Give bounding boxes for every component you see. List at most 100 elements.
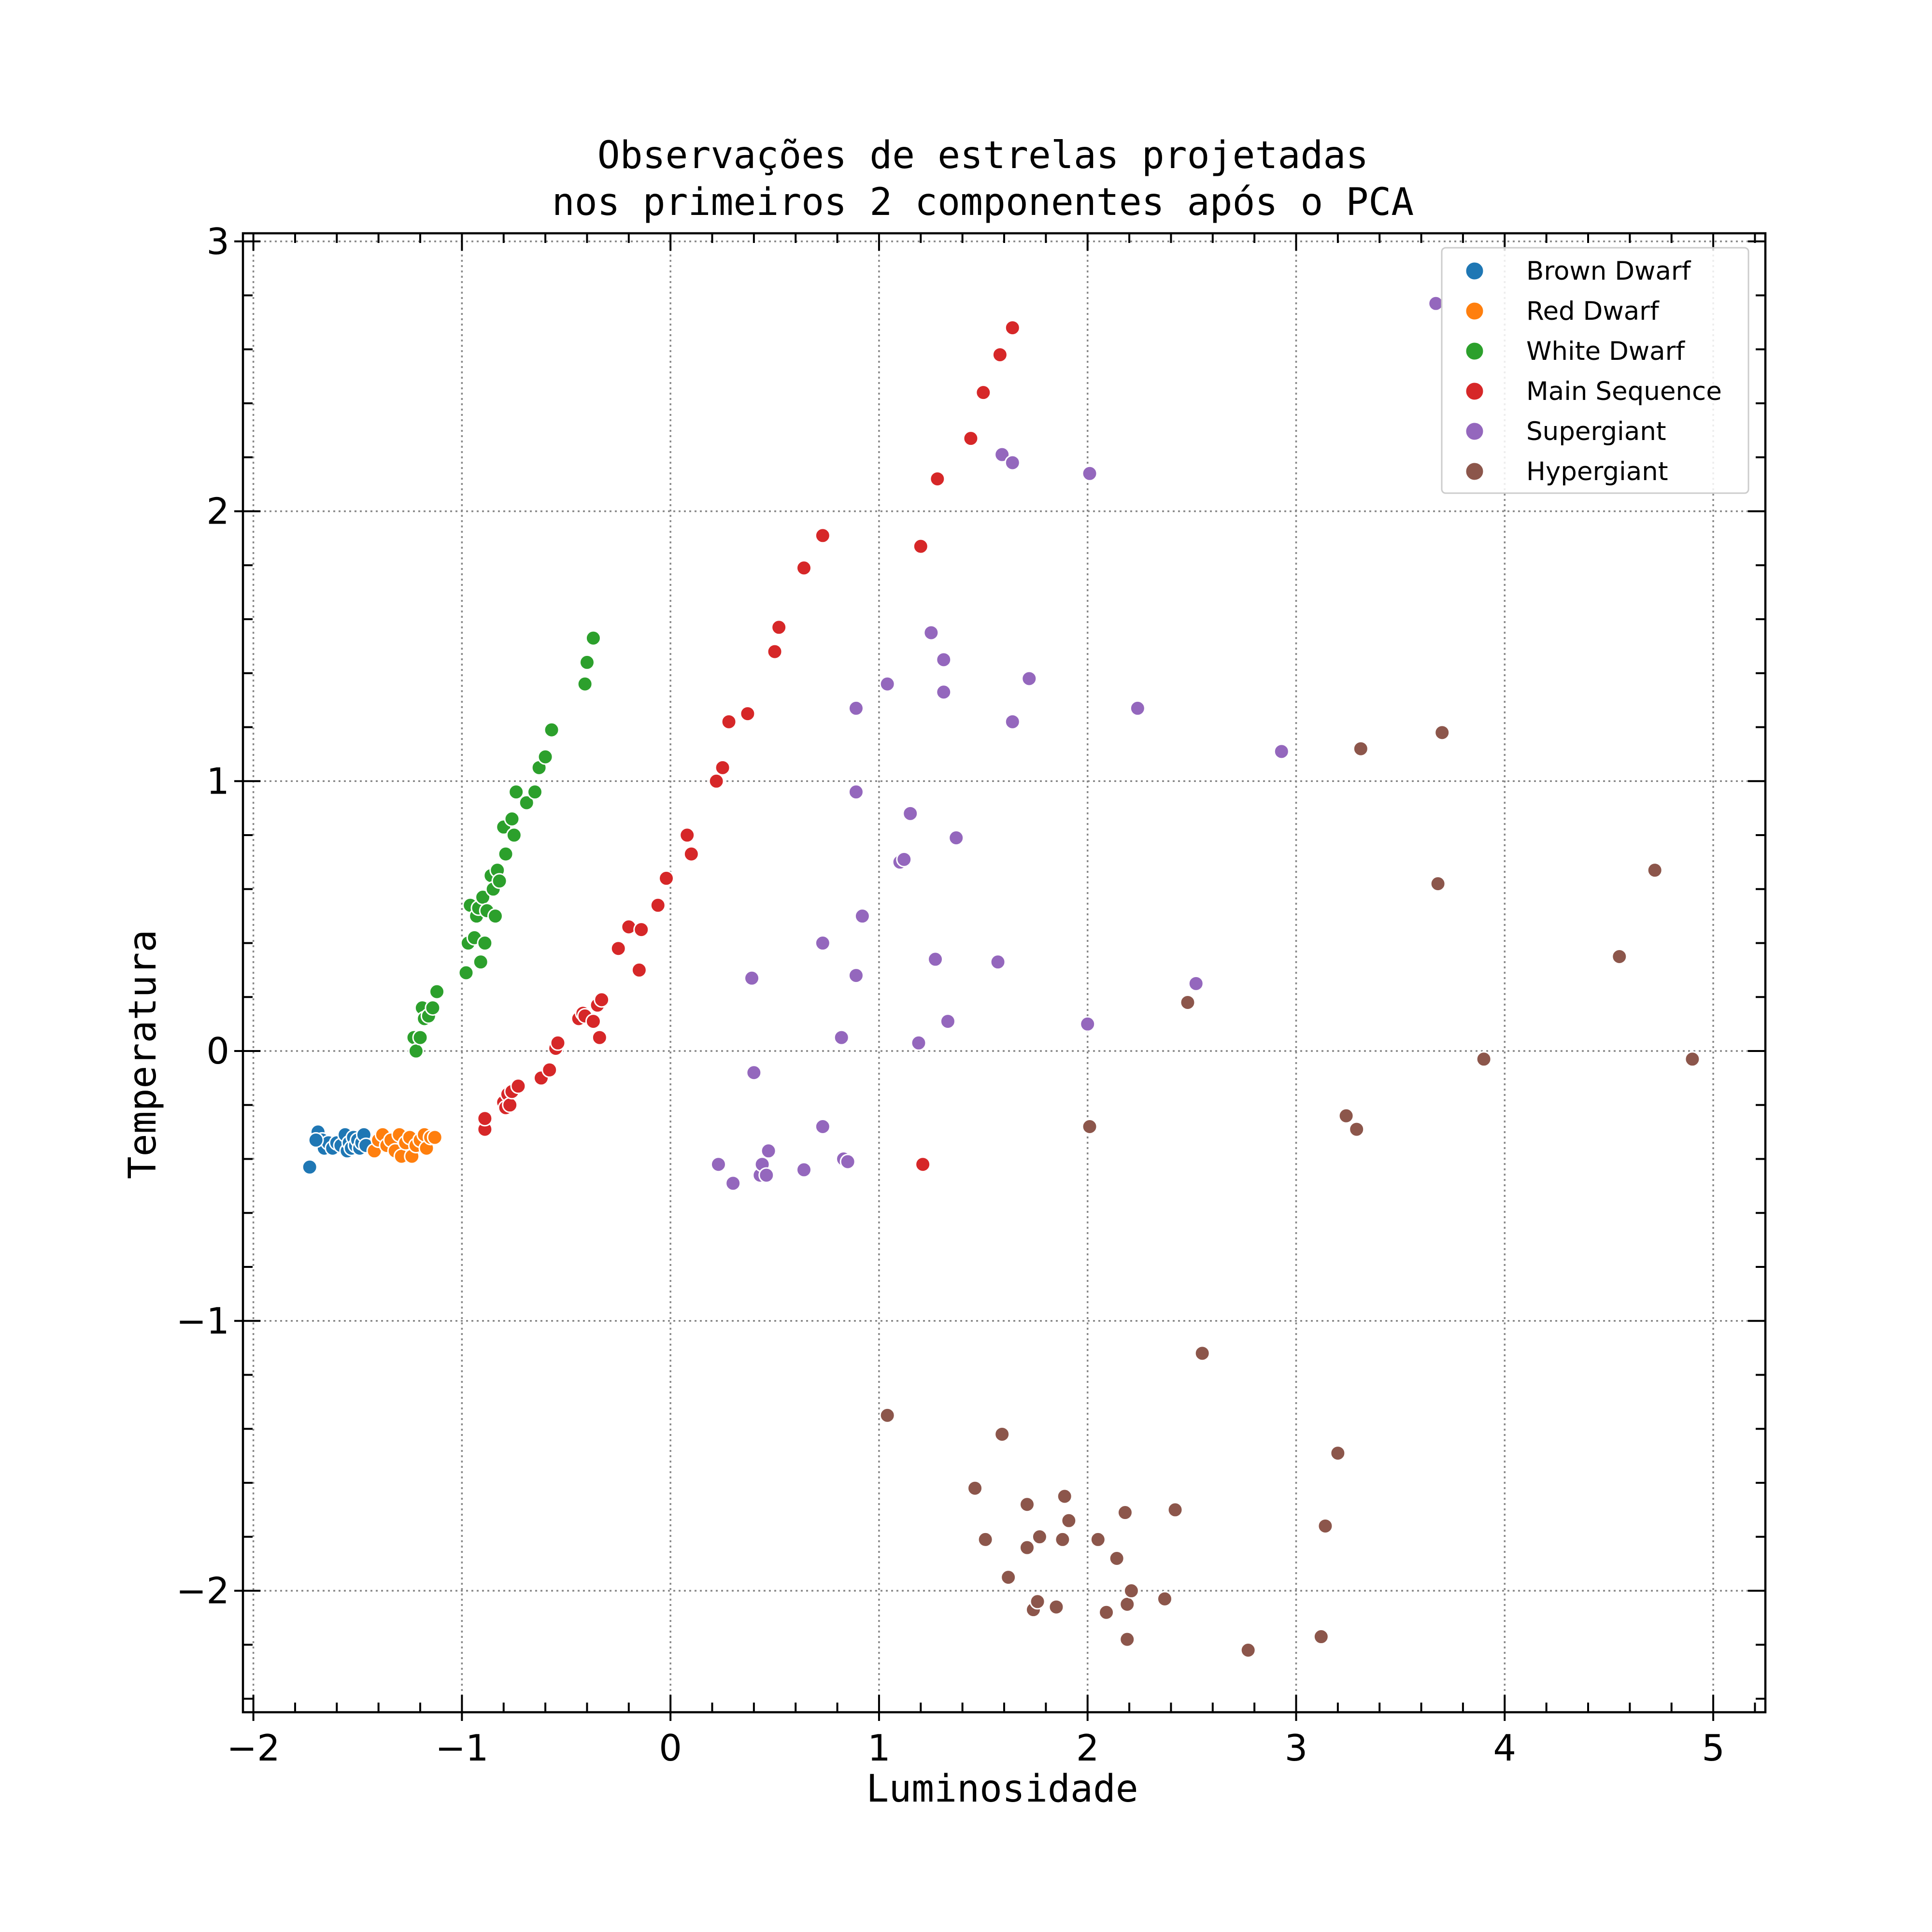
data-point bbox=[1167, 1502, 1183, 1518]
legend-marker bbox=[1464, 381, 1485, 401]
data-point bbox=[1004, 713, 1021, 730]
data-point bbox=[1000, 1569, 1017, 1586]
data-point bbox=[631, 962, 647, 978]
chart-title-line-1: Observações de estrelas projetadas bbox=[597, 134, 1369, 177]
data-point bbox=[848, 784, 864, 800]
data-point bbox=[477, 935, 493, 952]
x-axis-label: Luminosidade bbox=[866, 1767, 1138, 1811]
data-point bbox=[487, 908, 503, 924]
data-point bbox=[537, 749, 554, 765]
x-tick-label: 4 bbox=[1493, 1727, 1516, 1769]
data-point bbox=[1031, 1529, 1048, 1545]
data-point bbox=[1349, 1121, 1365, 1137]
data-point bbox=[1434, 724, 1450, 741]
data-point bbox=[994, 1426, 1010, 1442]
data-point bbox=[308, 1132, 324, 1148]
data-point bbox=[814, 527, 831, 544]
data-point bbox=[814, 1118, 831, 1135]
data-point bbox=[963, 430, 979, 447]
data-point bbox=[760, 1143, 777, 1159]
x-tick-label: −1 bbox=[435, 1727, 489, 1769]
x-tick-label: 1 bbox=[867, 1727, 891, 1769]
data-point bbox=[1428, 295, 1444, 312]
data-point bbox=[975, 384, 992, 401]
axis-ticks bbox=[234, 233, 1765, 1721]
data-point bbox=[721, 713, 737, 730]
series-group bbox=[710, 295, 1444, 1192]
y-tick-label: 2 bbox=[206, 490, 229, 533]
y-tick-label: 3 bbox=[206, 220, 229, 263]
data-point bbox=[725, 1175, 741, 1192]
data-point bbox=[714, 759, 731, 776]
data-point bbox=[936, 652, 952, 668]
data-point bbox=[848, 967, 864, 984]
x-tick-label: 2 bbox=[1076, 1727, 1099, 1769]
data-point bbox=[585, 1013, 601, 1030]
data-point bbox=[458, 965, 474, 981]
data-point bbox=[1273, 743, 1290, 760]
data-point bbox=[710, 1156, 726, 1173]
data-point bbox=[504, 811, 520, 827]
data-point bbox=[679, 827, 696, 843]
data-point bbox=[767, 643, 783, 660]
data-point bbox=[543, 722, 560, 738]
data-point bbox=[1352, 740, 1369, 757]
data-point bbox=[650, 897, 666, 913]
data-point bbox=[1004, 455, 1021, 471]
data-point bbox=[1048, 1599, 1065, 1615]
data-point bbox=[301, 1159, 318, 1175]
data-point bbox=[1081, 1118, 1098, 1135]
data-point bbox=[1021, 670, 1037, 687]
data-point bbox=[550, 1035, 566, 1051]
tick-labels: −2 −1 0 1 2 3 4 5 −2 −1 0 1 2 3 bbox=[176, 220, 1724, 1769]
data-point bbox=[585, 630, 601, 646]
series-group bbox=[301, 1124, 374, 1175]
data-point bbox=[506, 827, 522, 843]
data-point bbox=[1108, 1550, 1125, 1567]
data-point bbox=[1338, 1108, 1354, 1124]
data-point bbox=[1179, 994, 1196, 1010]
legend-marker bbox=[1464, 461, 1485, 482]
data-point bbox=[508, 784, 525, 800]
data-point bbox=[1194, 1345, 1210, 1362]
data-point bbox=[1117, 1505, 1133, 1521]
data-point bbox=[526, 784, 543, 800]
data-point bbox=[541, 1062, 558, 1078]
data-point bbox=[758, 1167, 775, 1183]
data-point bbox=[990, 954, 1006, 970]
data-point bbox=[472, 954, 489, 970]
series-group bbox=[477, 320, 1021, 1173]
series-group bbox=[366, 1126, 443, 1165]
data-point bbox=[1129, 700, 1146, 716]
legend-marker bbox=[1464, 421, 1485, 441]
data-point bbox=[594, 992, 610, 1008]
data-point bbox=[992, 346, 1008, 363]
legend-marker bbox=[1464, 301, 1485, 321]
data-point bbox=[936, 684, 952, 700]
data-point bbox=[967, 1480, 983, 1496]
legend-marker bbox=[1464, 261, 1485, 281]
data-point bbox=[1240, 1642, 1256, 1658]
data-point bbox=[491, 873, 508, 889]
data-point bbox=[1188, 975, 1204, 992]
data-point bbox=[1029, 1593, 1046, 1610]
x-tick-label: 3 bbox=[1285, 1727, 1308, 1769]
data-point bbox=[1061, 1512, 1077, 1529]
data-point bbox=[1098, 1604, 1115, 1620]
data-point bbox=[610, 940, 626, 957]
data-point bbox=[577, 676, 593, 692]
data-point bbox=[929, 470, 946, 487]
data-point bbox=[1476, 1051, 1492, 1067]
data-point bbox=[502, 1097, 518, 1113]
data-point bbox=[497, 846, 514, 862]
data-point bbox=[927, 951, 944, 967]
data-point bbox=[477, 1110, 493, 1127]
data-point bbox=[429, 983, 445, 1000]
data-point bbox=[902, 805, 919, 822]
series-group bbox=[406, 630, 601, 1059]
data-point bbox=[1090, 1531, 1106, 1548]
data-point bbox=[833, 1029, 850, 1046]
data-point bbox=[994, 446, 1010, 463]
data-point bbox=[1056, 1488, 1073, 1505]
